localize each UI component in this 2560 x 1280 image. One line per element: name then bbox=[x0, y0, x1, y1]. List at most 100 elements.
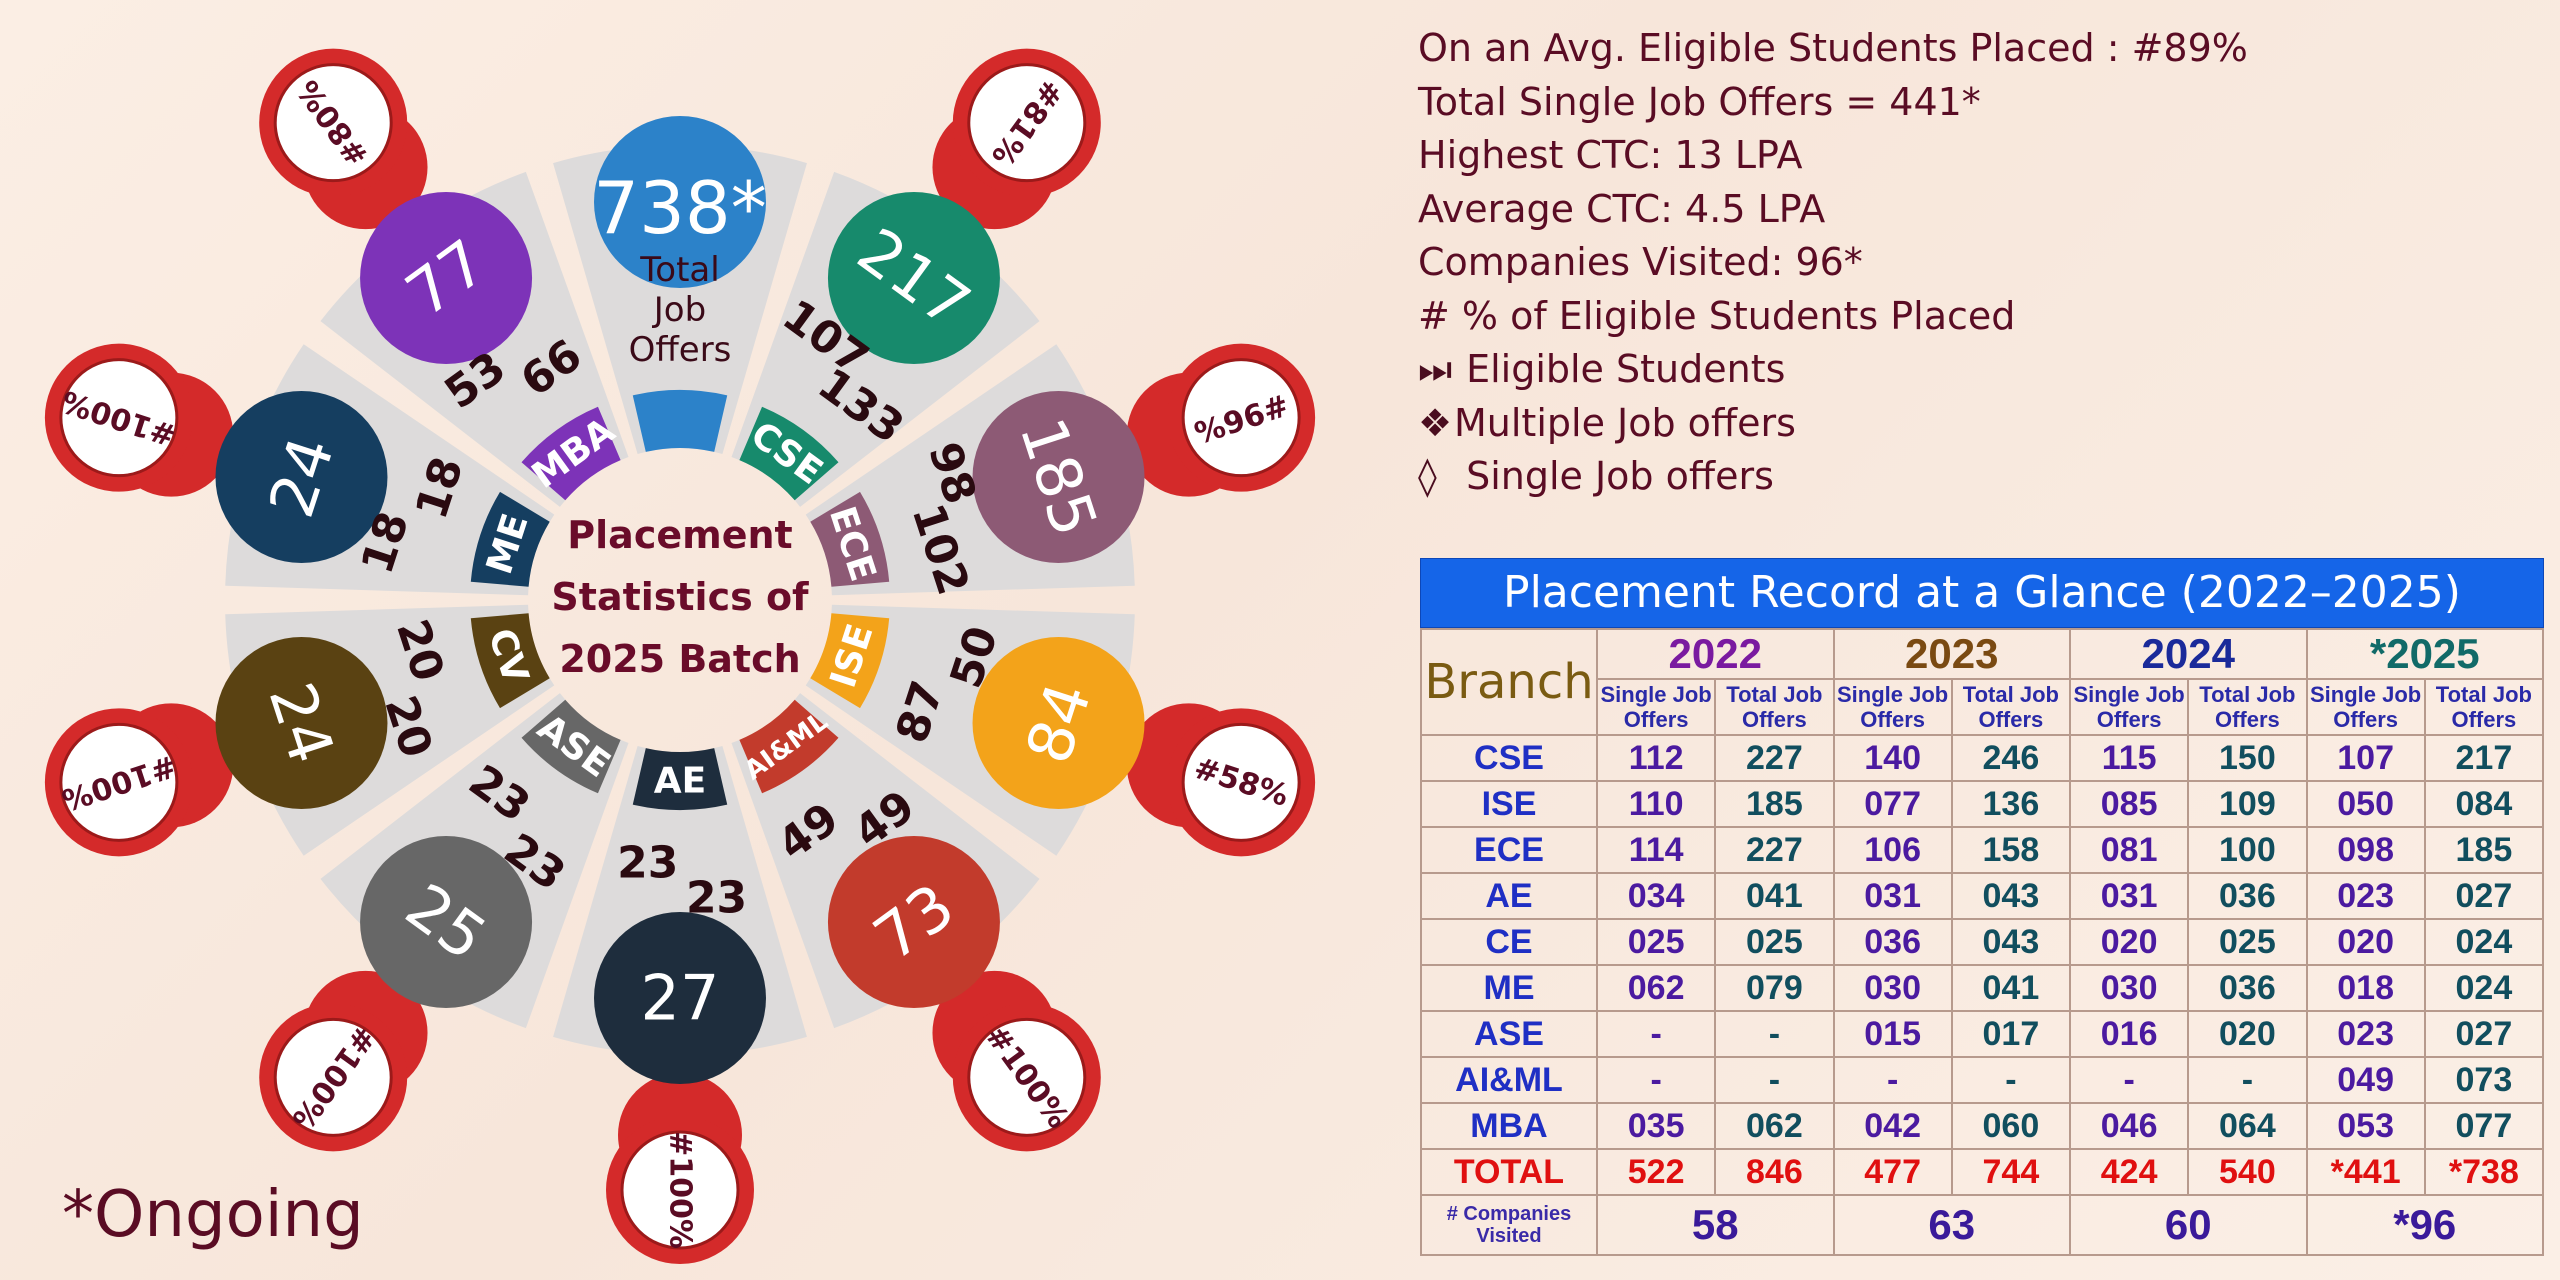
single-offers-cell: 140 bbox=[1832, 734, 1953, 782]
total-offers-cell: 744 bbox=[1950, 1148, 2072, 1196]
center-title-line: Placement bbox=[567, 513, 792, 557]
total-offers-cell: 060 bbox=[1950, 1102, 2072, 1150]
legend-single-label: Single Job offers bbox=[1454, 454, 1774, 498]
total-offers-cell: - bbox=[1950, 1056, 2072, 1104]
total-offers-cell: 064 bbox=[2187, 1102, 2308, 1150]
total-offers-cell: 020 bbox=[2187, 1010, 2308, 1058]
record-grid: Branch 2022 2023 2024 *2025 Single Job O… bbox=[1420, 628, 2545, 1256]
total-offers-cell: 079 bbox=[1714, 964, 1835, 1012]
table-row: MBA 035 062 042 060 046 064 053 077 bbox=[1420, 1102, 2545, 1150]
total-offers-cell: *738 bbox=[2423, 1148, 2545, 1196]
table-row: CE 025 025 036 043 020 025 020 024 bbox=[1420, 918, 2545, 966]
total-offers-cell: - bbox=[1714, 1056, 1835, 1104]
eligible-count: 23 bbox=[617, 838, 678, 889]
total-offers-header: Total Job Offers bbox=[1714, 678, 1835, 736]
single-offers-line: Total Single Job Offers = 441* bbox=[1418, 79, 1981, 124]
companies-count: 60 bbox=[2069, 1194, 2308, 1256]
total-offers-cell: 217 bbox=[2423, 734, 2545, 782]
single-offers-cell: 049 bbox=[2305, 1056, 2426, 1104]
table-row: ME 062 079 030 041 030 036 018 024 bbox=[1420, 964, 2545, 1012]
total-offers-cell: 158 bbox=[1950, 826, 2072, 874]
percent-badge-face bbox=[967, 63, 1087, 183]
single-offers-cell: 018 bbox=[2305, 964, 2426, 1012]
year-2023: 2023 bbox=[1832, 628, 2071, 680]
center-title-line: 2025 Batch bbox=[559, 637, 800, 681]
percent-badge-face bbox=[59, 722, 179, 842]
total-offers-header: Total Job Offers bbox=[2187, 678, 2308, 736]
total-offers-cell: 024 bbox=[2423, 964, 2545, 1012]
percent-badge-face bbox=[967, 1017, 1087, 1137]
highest-ctc-line: Highest CTC: 13 LPA bbox=[1418, 133, 1803, 177]
diamond-outline-icon: ◊ bbox=[1418, 454, 1437, 498]
total-offers-cell: 077 bbox=[2423, 1102, 2545, 1150]
companies-count: 63 bbox=[1832, 1194, 2071, 1256]
branch-header: Branch bbox=[1420, 628, 1598, 736]
companies-row: # Companies Visited 58 63 60 *96 bbox=[1420, 1194, 2544, 1256]
single-offers-cell: 098 bbox=[2305, 826, 2426, 874]
single-offers-header: Single Job Offers bbox=[2068, 678, 2190, 736]
branch-name: AE bbox=[654, 761, 706, 802]
placement-record-table: Placement Record at a Glance (2022–2025)… bbox=[1420, 558, 2545, 1256]
total-offers-cell: 041 bbox=[1950, 964, 2072, 1012]
legend-multiple: ❖Multiple Job offers bbox=[1418, 397, 2518, 451]
single-offers-cell: 424 bbox=[2068, 1148, 2190, 1196]
total-offers-cell: 027 bbox=[2423, 872, 2545, 920]
single-offers-cell: 031 bbox=[1832, 872, 1953, 920]
single-offers-cell: *441 bbox=[2305, 1148, 2426, 1196]
single-offers-cell: 107 bbox=[2305, 734, 2426, 782]
fast-forward-icon: ⏭ bbox=[1418, 347, 1453, 391]
legend-percent-placed: # % of Eligible Students Placed bbox=[1418, 293, 2016, 338]
branch-cell: ME bbox=[1420, 964, 1598, 1012]
offers-circle bbox=[972, 636, 1145, 809]
branch-tab bbox=[810, 613, 890, 709]
single-offers-count: 23 bbox=[686, 872, 747, 923]
average-ctc-line: Average CTC: 4.5 LPA bbox=[1418, 186, 1826, 231]
diamond-cluster-icon: ❖ bbox=[1418, 400, 1453, 445]
table-row: TOTAL 522 846 477 744 424 540 *441 *738 bbox=[1420, 1148, 2545, 1196]
single-offers-cell: 114 bbox=[1595, 826, 1717, 874]
branch-cell: CSE bbox=[1420, 734, 1598, 782]
single-offers-cell: 085 bbox=[2068, 780, 2190, 828]
branch-tab bbox=[470, 491, 550, 587]
table-row: ISE 110 185 077 136 085 109 050 084 bbox=[1420, 780, 2545, 828]
total-offers-cell: 150 bbox=[2187, 734, 2308, 782]
total-offers-cell: 084 bbox=[2423, 780, 2545, 828]
total-offers-cell: 036 bbox=[2187, 872, 2308, 920]
companies-count: *96 bbox=[2305, 1194, 2544, 1256]
single-offers-cell: 025 bbox=[1595, 918, 1717, 966]
single-offers-header: Single Job Offers bbox=[1832, 678, 1953, 736]
placement-wheel: #81%#96%#58%#100%#100%#100%#100%#100%#80… bbox=[44, 48, 1316, 1264]
single-offers-cell: 036 bbox=[1832, 918, 1953, 966]
table-row: ECE 114 227 106 158 081 100 098 185 bbox=[1420, 826, 2545, 874]
total-offers-header: Total Job Offers bbox=[2423, 678, 2545, 736]
percent-badge-face bbox=[620, 1130, 740, 1250]
year-2025: *2025 bbox=[2305, 628, 2544, 680]
year-2022: 2022 bbox=[1596, 628, 1835, 680]
total-offers-cell: 043 bbox=[1950, 918, 2072, 966]
total-offers-cell: - bbox=[2187, 1056, 2308, 1104]
branch-tab bbox=[632, 748, 728, 810]
branch-cell: CE bbox=[1420, 918, 1598, 966]
total-offers-cell: 027 bbox=[2423, 1010, 2545, 1058]
companies-label: # Companies Visited bbox=[1420, 1194, 1598, 1256]
offers-circle bbox=[215, 636, 388, 809]
total-offers-cell: 246 bbox=[1950, 734, 2072, 782]
total-offers-cell: 025 bbox=[2187, 918, 2308, 966]
single-offers-cell: 115 bbox=[2068, 734, 2190, 782]
placed-percent: #100% bbox=[663, 1131, 698, 1249]
table-row: AE 034 041 031 043 031 036 023 027 bbox=[1420, 872, 2545, 920]
total-offers-cell: 017 bbox=[1950, 1010, 2072, 1058]
single-offers-cell: 023 bbox=[2305, 1010, 2426, 1058]
total-label-line: Job bbox=[652, 290, 706, 330]
branch-cell: AI&ML bbox=[1420, 1056, 1598, 1104]
companies-count: 58 bbox=[1596, 1194, 1835, 1256]
percent-badge-face bbox=[59, 358, 179, 478]
single-offers-cell: 050 bbox=[2305, 780, 2426, 828]
branch-tab bbox=[632, 390, 728, 452]
single-offers-cell: 042 bbox=[1832, 1102, 1953, 1150]
single-offers-cell: - bbox=[2068, 1056, 2190, 1104]
single-offers-cell: - bbox=[1832, 1056, 1953, 1104]
avg-placed-line: On an Avg. Eligible Students Placed : #8… bbox=[1418, 26, 2248, 70]
single-offers-cell: 020 bbox=[2305, 918, 2426, 966]
branch-cell: MBA bbox=[1420, 1102, 1598, 1150]
